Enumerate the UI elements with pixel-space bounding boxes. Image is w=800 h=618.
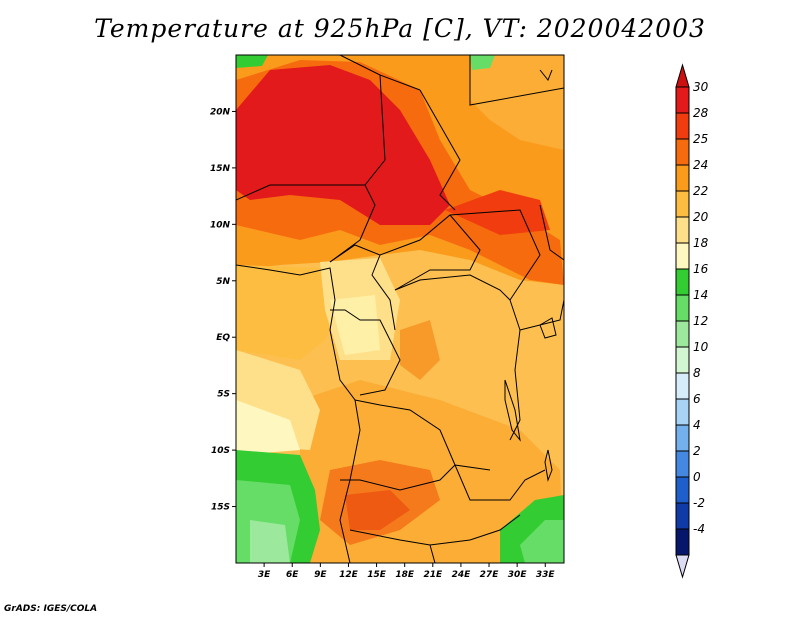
y-tick-label: 5N (216, 277, 230, 287)
colorbar-label: 0 (693, 470, 701, 484)
colorbar-swatch (675, 320, 690, 348)
lake-malawi (544, 449, 553, 482)
y-tick-label: 10S (211, 446, 230, 456)
y-tick-label: 15S (211, 503, 230, 513)
colorbar-label: 10 (693, 340, 709, 354)
temperature-field (236, 55, 564, 563)
lake-tanganyika (504, 379, 521, 442)
x-tick-label: 9E (314, 570, 327, 580)
grads-credit: GrADS: IGES/COLA (4, 604, 98, 614)
colorbar-swatch (675, 112, 690, 140)
colorbar-label: -2 (693, 496, 705, 510)
colorbar-label: 20 (693, 210, 709, 224)
x-tick-label: 15E (367, 570, 387, 580)
redsea-coast (539, 69, 553, 81)
border-cameroon (329, 244, 396, 331)
colorbar-swatch (675, 424, 690, 452)
border-west-coastline (236, 264, 361, 563)
colorbar-swatch (675, 268, 690, 296)
x-tick-label: 6E (286, 570, 299, 580)
map-frame (235, 54, 565, 564)
x-tick-label: 27E (480, 570, 500, 580)
colorbar-swatch (675, 372, 690, 400)
field-gulf-cool (236, 265, 345, 360)
field-hottest-east (445, 190, 550, 235)
colorbar-label: -4 (693, 522, 705, 536)
field-ocean-palegreen (250, 520, 290, 563)
border-sudan-south (449, 209, 541, 301)
colorbar-swatch (675, 138, 690, 166)
colorbar-swatch (675, 190, 690, 218)
field-south-hot-core (345, 490, 410, 530)
colorbar-swatch (675, 476, 690, 504)
x-tick-label: 3E (258, 570, 271, 580)
y-tick-label: 15N (210, 164, 231, 174)
border-ethiopia (539, 204, 564, 261)
x-tick-label: 33E (536, 570, 556, 580)
colorbar-label: 25 (693, 132, 708, 146)
colorbar-label: 6 (693, 392, 701, 406)
colorbar-label: 22 (693, 184, 708, 198)
y-tick-label: 20N (210, 107, 231, 117)
border-zambia (454, 464, 546, 501)
border-nigeria (236, 184, 376, 263)
field-coast-pale (236, 400, 300, 455)
field-ne-green (470, 55, 495, 70)
colorbar-label: 4 (693, 418, 701, 432)
x-tick-label: 24E (452, 570, 472, 580)
colorbar-label: 18 (693, 236, 709, 250)
colorbar-swatch (675, 450, 690, 478)
x-tick-label: 12E (339, 570, 359, 580)
x-axis-ticks: 3E 6E 9E 12E 15E 18E 21E 24E 27E 30E 33E (258, 563, 556, 580)
field-northeast (470, 55, 564, 150)
colorbar-swatch (675, 528, 690, 556)
border-east-lakes (519, 299, 564, 331)
border-egypt-sudan (469, 55, 564, 106)
border-niger-chad (364, 74, 386, 186)
border-drc-angola (354, 399, 491, 471)
colorbar-label: 2 (693, 444, 701, 458)
colorbar-label: 30 (693, 80, 709, 94)
border-chad-sudan (419, 89, 461, 211)
chart-title: Temperature at 925hPa [C], VT: 202004200… (94, 14, 706, 43)
y-tick-label: EQ (216, 333, 230, 343)
border-zim (469, 514, 521, 541)
x-tick-label: 21E (423, 570, 443, 580)
field-nw-green (236, 55, 268, 68)
colorbar-swatch (675, 346, 690, 374)
colorbar-label: 28 (693, 106, 709, 120)
colorbar-label: 8 (693, 366, 701, 380)
border-congo-gabon (330, 309, 401, 396)
colorbar-label: 14 (693, 288, 708, 302)
lake-victoria (539, 317, 557, 339)
border-drc-east (509, 299, 521, 441)
border-botswana (429, 544, 436, 563)
colorbar-bottom-triangle (675, 554, 690, 579)
country-borders (236, 55, 564, 563)
colorbar-swatch (675, 216, 690, 244)
border-drc-north (394, 274, 511, 301)
y-axis-ticks: 20N 15N 10N 5N EQ 5S 10S 15S (210, 107, 236, 513)
colorbar-label: 12 (693, 314, 708, 328)
y-tick-label: 10N (210, 220, 231, 230)
x-tick-label: 18E (395, 570, 415, 580)
field-se-lightgreen (520, 520, 564, 563)
border-namibia-south (349, 529, 471, 546)
border-car (379, 214, 481, 291)
colorbar-swatch (675, 242, 690, 270)
colorbar-swatch (675, 294, 690, 322)
colorbar-swatch (675, 502, 690, 530)
colorbar-swatch (675, 86, 690, 114)
border-namibia (340, 464, 456, 491)
colorbar-label: 24 (693, 158, 708, 172)
colorbar-swatch (675, 164, 690, 192)
colorbar-top-triangle (675, 63, 690, 88)
field-basin-warm (400, 320, 440, 380)
colorbar-label: 16 (693, 262, 709, 276)
y-tick-label: 5S (217, 390, 230, 400)
colorbar-swatch (675, 398, 690, 426)
x-tick-label: 30E (508, 570, 528, 580)
